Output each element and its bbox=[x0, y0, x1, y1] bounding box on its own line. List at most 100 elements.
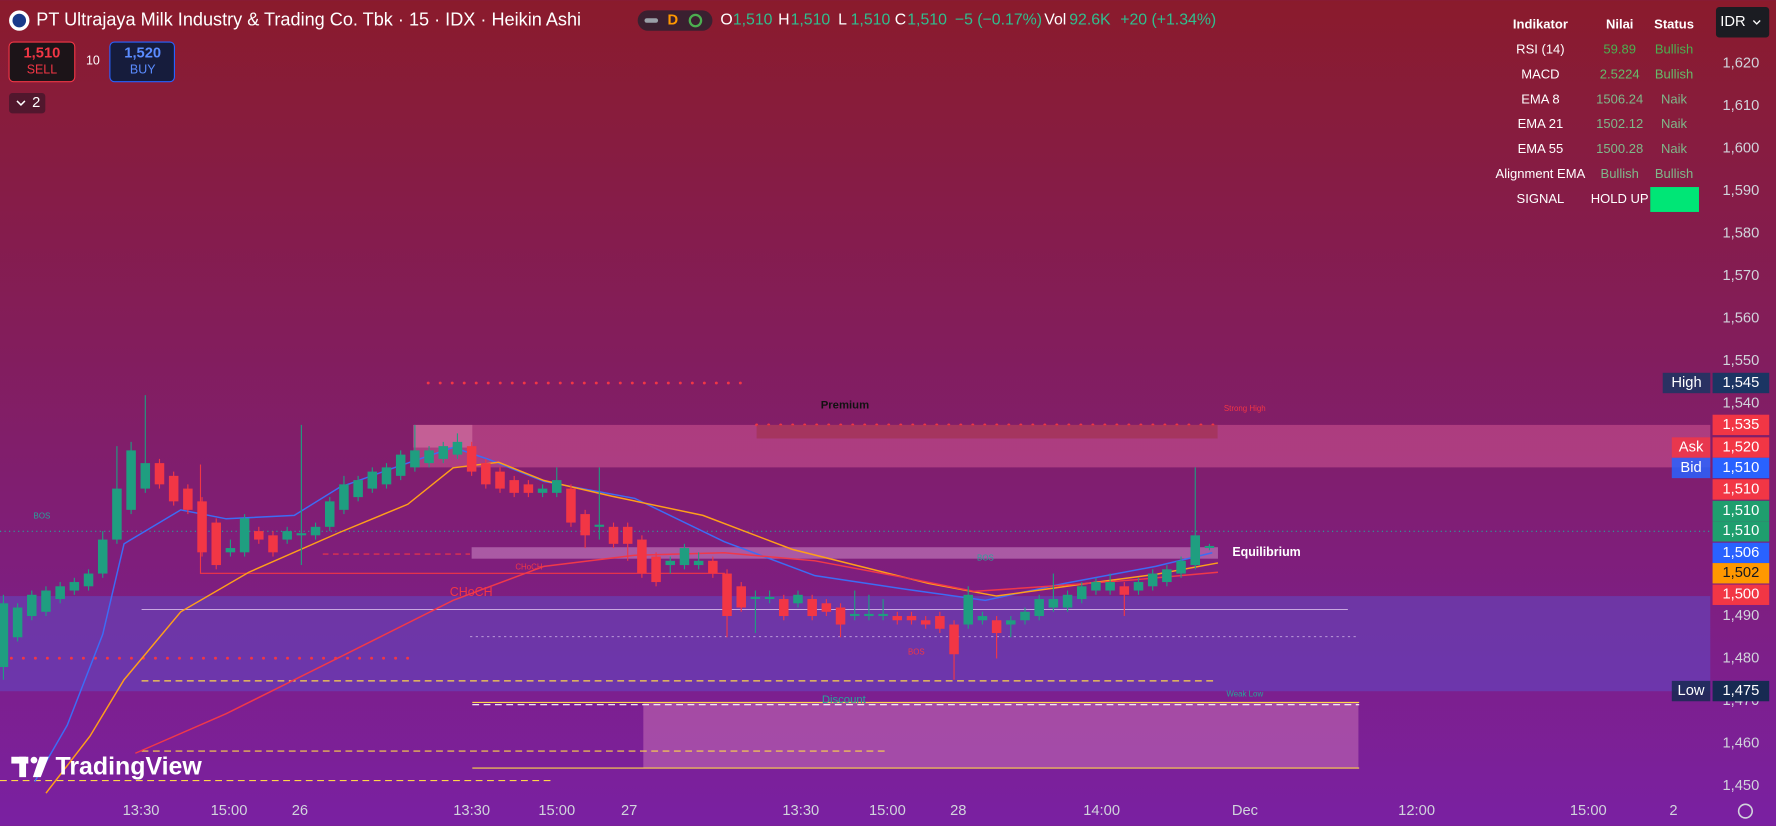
candle-body bbox=[566, 488, 576, 523]
ohlc-value: 1,510 bbox=[851, 12, 891, 29]
annotation: CHoCH bbox=[515, 563, 543, 572]
x-tick-label: 12:00 bbox=[1398, 803, 1435, 819]
candle-body bbox=[353, 480, 363, 498]
price-tag-name: Low bbox=[1678, 683, 1705, 699]
quantity[interactable]: 10 bbox=[86, 54, 100, 68]
price-tag-name-box bbox=[1662, 372, 1711, 394]
candle-body bbox=[637, 539, 647, 574]
ema-line bbox=[135, 552, 1219, 754]
candle-body bbox=[835, 607, 846, 625]
candles bbox=[0, 395, 1215, 680]
candle-body bbox=[537, 488, 548, 493]
candle-body bbox=[268, 535, 278, 553]
candle-body bbox=[1034, 599, 1044, 617]
choch-line bbox=[199, 464, 725, 574]
y-tick-label: 1,450 bbox=[1722, 778, 1759, 794]
table-header: Status bbox=[1654, 17, 1694, 32]
candle-body bbox=[481, 463, 491, 485]
candle-body bbox=[764, 596, 775, 600]
price-tag-text: 1,506 bbox=[1722, 545, 1759, 561]
candle-body bbox=[821, 603, 832, 612]
level-lines bbox=[0, 381, 1711, 782]
annotation: CHoCH bbox=[450, 585, 493, 599]
candle-body bbox=[12, 607, 23, 638]
sell-button[interactable]: 1,510 SELL bbox=[8, 41, 76, 83]
currency-box[interactable] bbox=[1715, 6, 1770, 38]
table-cell: SIGNAL bbox=[1517, 191, 1565, 206]
volume-change: +20 (+1.34%) bbox=[1120, 12, 1216, 29]
table-header: Indikator bbox=[1513, 17, 1568, 32]
buy-box[interactable] bbox=[109, 41, 175, 83]
table-cell: Naik bbox=[1661, 141, 1688, 156]
candle-body bbox=[296, 533, 307, 536]
symbol-title: PT Ultrajaya Milk Industry & Trading Co.… bbox=[36, 9, 581, 29]
watermark: TradingView bbox=[11, 753, 202, 781]
candle-body bbox=[651, 556, 661, 583]
x-tick-label: 15:00 bbox=[211, 803, 248, 819]
price-tags: 1,545 High 1,535 1,520 Ask 1,510 Bid 1,510 1,510… bbox=[1662, 372, 1770, 702]
currency[interactable]: IDR bbox=[1720, 14, 1745, 30]
table-cell: EMA 21 bbox=[1518, 116, 1564, 131]
ohlc-key: O bbox=[720, 12, 732, 29]
sell-box[interactable] bbox=[8, 41, 76, 83]
price-tag bbox=[1712, 457, 1770, 479]
collapse-count[interactable]: 2 bbox=[32, 95, 40, 111]
candle-body bbox=[665, 560, 676, 566]
candle-body bbox=[424, 450, 434, 464]
candle-body bbox=[679, 548, 690, 566]
candle-body bbox=[906, 616, 917, 621]
candle-body bbox=[779, 599, 789, 617]
candle-body bbox=[112, 488, 122, 540]
candle-body bbox=[395, 454, 406, 476]
candle-body bbox=[849, 613, 860, 617]
price-tag-text: 1,510 bbox=[1722, 481, 1759, 497]
settings-icon[interactable] bbox=[1737, 803, 1754, 819]
buy-button[interactable]: 1,520 BUY bbox=[109, 41, 175, 83]
candle-body bbox=[1076, 586, 1087, 600]
candle-body bbox=[1020, 611, 1030, 621]
pill-icon bbox=[644, 18, 659, 23]
signal-cell bbox=[1650, 187, 1699, 212]
chevron[interactable] bbox=[1752, 20, 1761, 25]
candle-body bbox=[935, 616, 945, 629]
zone-label: Discount bbox=[822, 694, 867, 706]
buy-label[interactable]: BUY bbox=[130, 63, 156, 77]
candle-body bbox=[438, 446, 449, 459]
candle-body bbox=[750, 596, 761, 600]
y-tick-label: 1,580 bbox=[1722, 226, 1759, 242]
price-tag-name-box bbox=[1671, 457, 1711, 479]
price-tag-name: Bid bbox=[1680, 460, 1701, 476]
candle-body bbox=[27, 594, 37, 617]
axes: 1,4501,4601,4701,4801,4901,5401,5501,560… bbox=[123, 56, 1760, 819]
table-cell: Bullish bbox=[1655, 66, 1693, 81]
sell-price[interactable]: 1,510 bbox=[23, 45, 60, 61]
table-cell: 59.89 bbox=[1603, 41, 1636, 56]
candle-body bbox=[154, 463, 165, 485]
price-tag bbox=[1712, 584, 1770, 605]
y-tick-label: 1,620 bbox=[1722, 56, 1759, 72]
y-tick-label: 1,460 bbox=[1722, 735, 1759, 751]
change: −5 (−0.17%) bbox=[955, 12, 1042, 29]
candle-body bbox=[211, 522, 221, 566]
x-tick-label: 15:00 bbox=[538, 803, 575, 819]
collapse-box[interactable] bbox=[9, 93, 46, 114]
candle-body bbox=[1105, 582, 1115, 591]
candle-body bbox=[0, 603, 9, 667]
ohlc-key: H bbox=[778, 12, 789, 29]
chevron[interactable] bbox=[16, 100, 26, 106]
candle-body bbox=[466, 446, 477, 472]
price-tag-name-box bbox=[1671, 437, 1711, 458]
candle-body bbox=[878, 613, 888, 617]
indicator-table: Indikator Nilai Status RSI (14) 59.89 Bullish… bbox=[1496, 17, 1699, 212]
candle-body bbox=[410, 450, 420, 468]
buy-price[interactable]: 1,520 bbox=[124, 45, 161, 61]
sell-label[interactable]: SELL bbox=[27, 63, 58, 77]
ohlc-key: L bbox=[838, 12, 847, 29]
candle-body bbox=[736, 586, 746, 608]
candle-body bbox=[225, 548, 236, 553]
y-tick-label: 1,490 bbox=[1722, 608, 1759, 624]
candle-body bbox=[254, 531, 264, 540]
candle-body bbox=[1176, 560, 1186, 574]
price-tag bbox=[1712, 479, 1770, 500]
